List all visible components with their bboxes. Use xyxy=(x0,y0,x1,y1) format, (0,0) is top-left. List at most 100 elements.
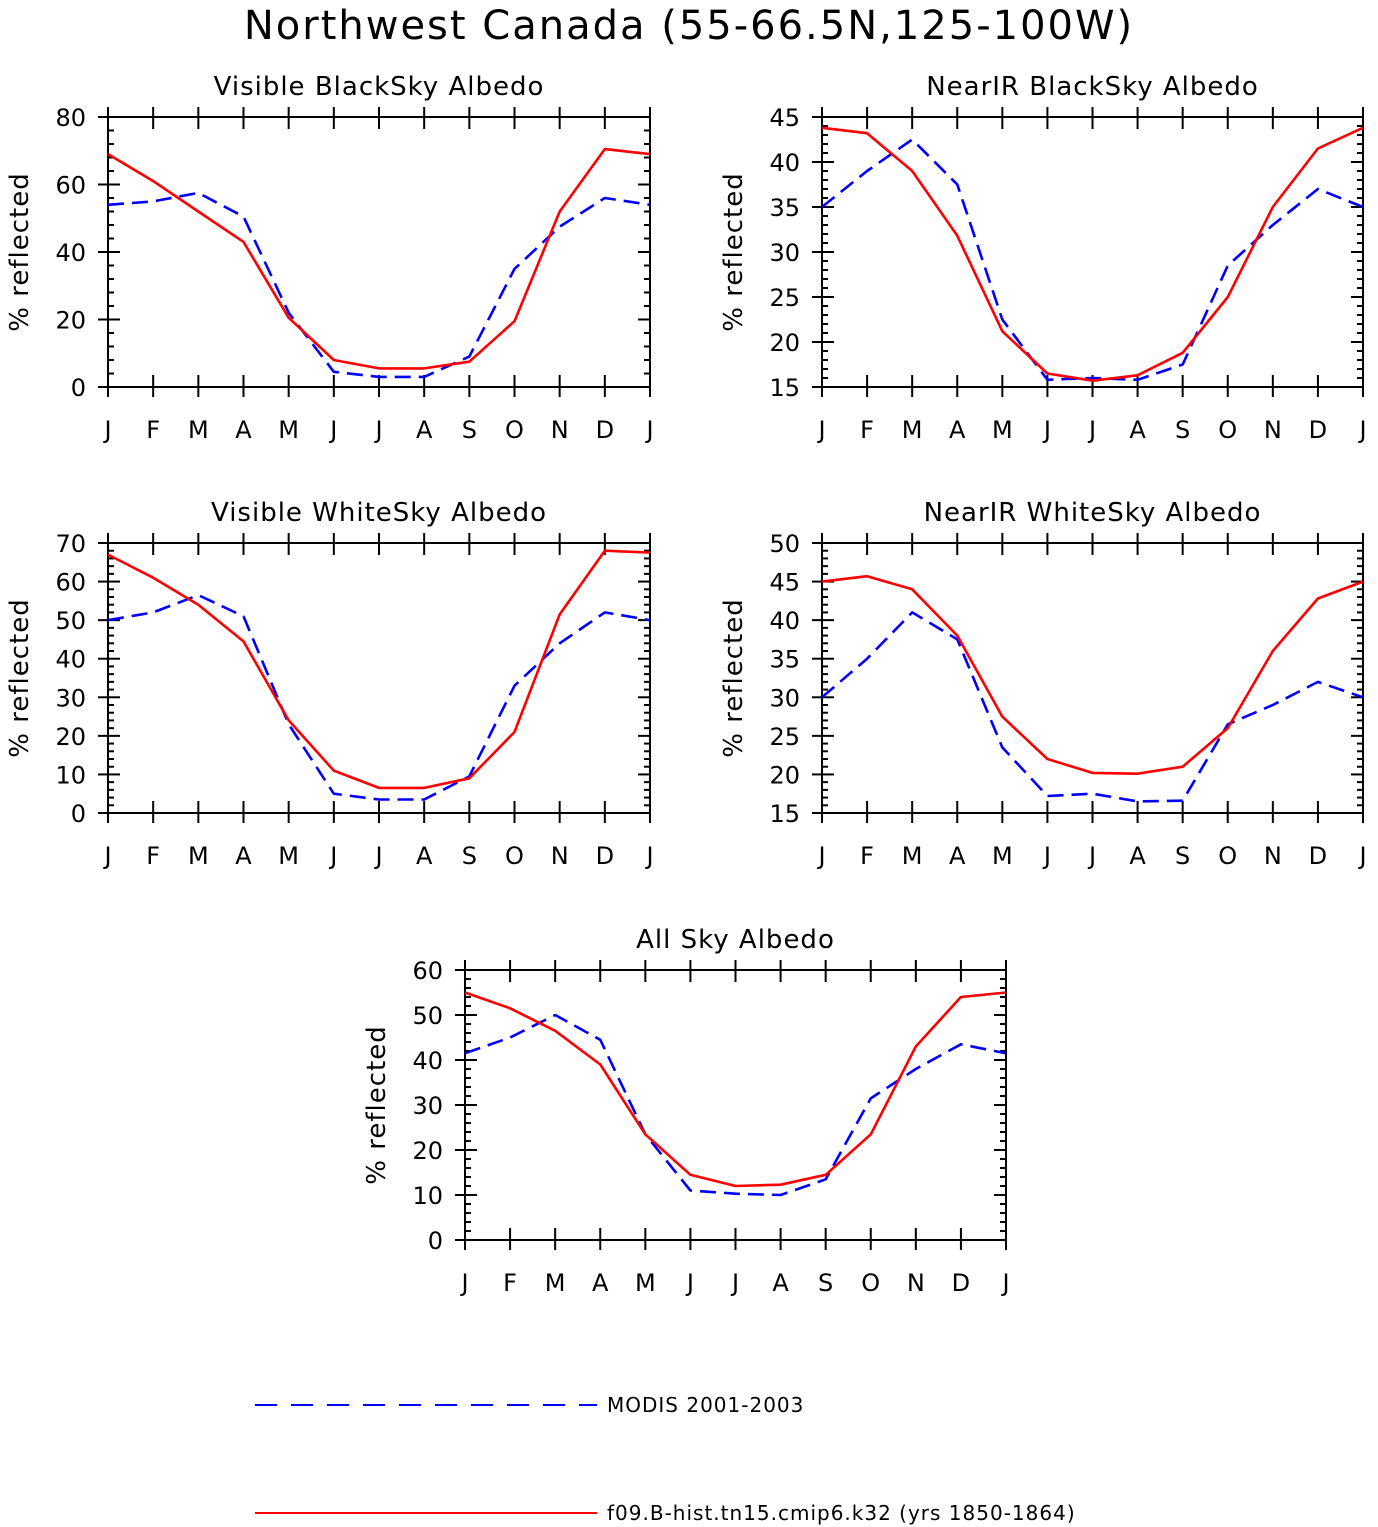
x-tick-label: M xyxy=(278,416,299,444)
modis-point xyxy=(821,206,823,208)
y-tick-label: 20 xyxy=(769,761,800,789)
y-axis-label: % reflected xyxy=(719,172,749,331)
x-tick-label: M xyxy=(992,416,1013,444)
x-tick-label: O xyxy=(505,842,524,870)
model-point xyxy=(513,320,515,322)
model-point xyxy=(378,787,380,789)
series-line-model xyxy=(821,126,1364,383)
model-point xyxy=(1091,380,1093,382)
modis-point xyxy=(1272,224,1274,226)
x-tick-label: J xyxy=(1042,416,1051,444)
modis-point xyxy=(464,1052,466,1054)
model-point xyxy=(513,731,515,733)
panel-title: NearIR WhiteSky Albedo xyxy=(924,498,1262,528)
model-point xyxy=(599,1063,601,1065)
x-tick-label: N xyxy=(1264,416,1282,444)
modis-point xyxy=(866,170,868,172)
panel-title: All Sky Albedo xyxy=(636,925,835,955)
plot-frame xyxy=(107,116,651,388)
x-tick-label: N xyxy=(551,842,569,870)
series-line-model xyxy=(464,991,1007,1188)
modis-point xyxy=(333,371,335,373)
model-point xyxy=(1046,372,1048,374)
modis-point xyxy=(734,1192,736,1194)
model-point xyxy=(1001,715,1003,717)
modis-point xyxy=(242,615,244,617)
modis-point xyxy=(911,611,913,613)
panel-visible-whitesky: Visible WhiteSky Albedo % reflected 0 10 20 3… xyxy=(5,498,654,870)
modis-point xyxy=(649,204,651,206)
x-tick-label: A xyxy=(416,842,433,870)
model-point xyxy=(960,996,962,998)
model-point xyxy=(870,1133,872,1135)
x-tick-label: A xyxy=(949,842,966,870)
y-tick-label: 40 xyxy=(769,607,800,635)
x-tick-label: A xyxy=(1129,416,1146,444)
y-tick-label: 15 xyxy=(769,800,800,828)
x-tick-label: O xyxy=(861,1269,880,1297)
x-tick-label: S xyxy=(462,842,477,870)
panel-nearir-blacksky: NearIR BlackSky Albedo % reflected 15 20 25 3… xyxy=(719,72,1367,444)
model-point xyxy=(1136,374,1138,376)
modis-point xyxy=(911,138,913,140)
y-tick-label: 60 xyxy=(412,957,443,985)
y-tick-label: 30 xyxy=(769,684,800,712)
modis-point xyxy=(604,197,606,199)
modis-point xyxy=(468,355,470,357)
x-tick-label: A xyxy=(235,416,252,444)
modis-point xyxy=(870,1097,872,1099)
y-tick-label: 10 xyxy=(55,761,86,789)
y-tick-label: 25 xyxy=(769,284,800,312)
x-tick-label: J xyxy=(102,842,111,870)
x-tick-label: J xyxy=(328,842,337,870)
model-point xyxy=(378,367,380,369)
x-tick-label: M xyxy=(188,842,209,870)
modis-point xyxy=(558,642,560,644)
y-tick-label: 30 xyxy=(55,684,86,712)
model-point xyxy=(824,1174,826,1176)
x-tick-label: F xyxy=(146,416,160,444)
modis-point xyxy=(1317,188,1319,190)
x-tick-label: J xyxy=(102,416,111,444)
modis-point xyxy=(1046,795,1048,797)
modis-point xyxy=(915,1068,917,1070)
modis-point xyxy=(604,611,606,613)
legend-model-label: f09.B-hist.tn15.cmip6.k32 (yrs 1850-1864… xyxy=(607,1501,1076,1525)
modis-point xyxy=(1005,1052,1007,1054)
x-tick-label: J xyxy=(730,1269,739,1297)
model-point xyxy=(911,170,913,172)
series-line-model xyxy=(107,147,651,370)
y-tick-label: 30 xyxy=(412,1092,443,1120)
y-tick-label: 15 xyxy=(769,374,800,402)
model-point xyxy=(604,550,606,552)
modis-point xyxy=(107,204,109,206)
modis-point xyxy=(1362,696,1364,698)
x-tick-label: A xyxy=(235,842,252,870)
figure-title: Northwest Canada (55-66.5N,125-100W) xyxy=(243,3,1135,49)
y-axis-label: % reflected xyxy=(5,172,35,331)
x-tick-label: D xyxy=(952,1269,970,1297)
modis-point xyxy=(1181,363,1183,365)
x-tick-label: D xyxy=(596,416,614,444)
modis-point xyxy=(242,215,244,217)
y-tick-label: 20 xyxy=(55,307,86,335)
y-tick-label: 40 xyxy=(769,149,800,177)
x-tick-label: J xyxy=(1087,416,1096,444)
model-point xyxy=(152,180,154,182)
y-tick-label: 45 xyxy=(769,104,800,132)
y-tick-label: 50 xyxy=(769,530,800,558)
x-tick-label: D xyxy=(1309,416,1327,444)
modis-point xyxy=(866,658,868,660)
y-tick-label: 35 xyxy=(769,646,800,674)
model-point xyxy=(821,580,823,582)
x-tick-label: A xyxy=(416,416,433,444)
legend-modis-label: MODIS 2001-2003 xyxy=(607,1393,804,1417)
y-tick-label: 35 xyxy=(769,194,800,222)
model-point xyxy=(956,235,958,237)
series-line-modis xyxy=(821,611,1364,803)
x-tick-label: S xyxy=(1175,842,1190,870)
modis-point xyxy=(1272,704,1274,706)
